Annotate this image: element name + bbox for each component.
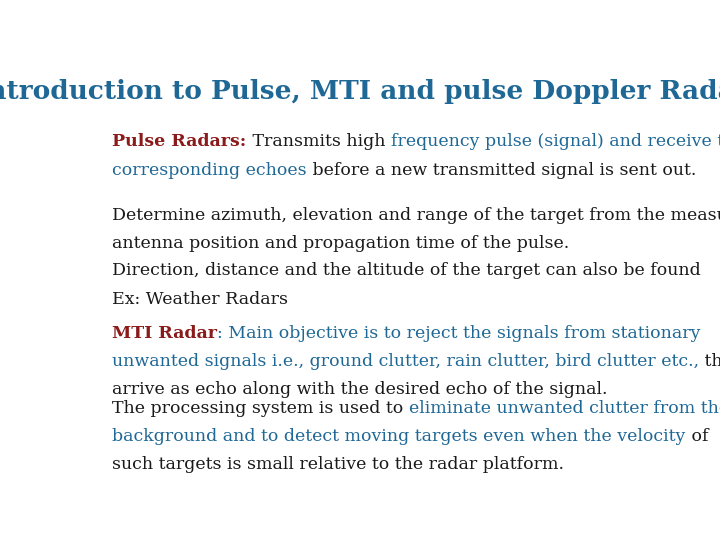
Text: Ex: Weather Radars: Ex: Weather Radars bbox=[112, 291, 288, 308]
Text: Direction, distance and the altitude of the target can also be found: Direction, distance and the altitude of … bbox=[112, 262, 701, 279]
Text: unwanted signals i.e., ground clutter, rain clutter, bird clutter etc.,: unwanted signals i.e., ground clutter, r… bbox=[112, 353, 699, 370]
Text: of: of bbox=[685, 428, 708, 445]
Text: The processing system is used to: The processing system is used to bbox=[112, 400, 409, 416]
Text: that: that bbox=[699, 353, 720, 370]
Text: arrive as echo along with the desired echo of the signal.: arrive as echo along with the desired ec… bbox=[112, 381, 608, 398]
Text: background and to detect moving targets even when the velocity: background and to detect moving targets … bbox=[112, 428, 685, 445]
Text: MTI Radar: MTI Radar bbox=[112, 325, 217, 342]
Text: Transmits high: Transmits high bbox=[246, 133, 390, 151]
Text: Introduction to Pulse, MTI and pulse Doppler Radars: Introduction to Pulse, MTI and pulse Dop… bbox=[0, 79, 720, 104]
Text: : Main objective is to reject the signals from stationary: : Main objective is to reject the signal… bbox=[217, 325, 701, 342]
Text: eliminate unwanted clutter from the: eliminate unwanted clutter from the bbox=[409, 400, 720, 416]
Text: before a new transmitted signal is sent out.: before a new transmitted signal is sent … bbox=[307, 161, 696, 179]
Text: such targets is small relative to the radar platform.: such targets is small relative to the ra… bbox=[112, 456, 564, 473]
Text: corresponding echoes: corresponding echoes bbox=[112, 161, 307, 179]
Text: frequency pulse (signal) and receive the: frequency pulse (signal) and receive the bbox=[390, 133, 720, 151]
Text: Determine azimuth, elevation and range of the target from the measured: Determine azimuth, elevation and range o… bbox=[112, 207, 720, 224]
Text: antenna position and propagation time of the pulse.: antenna position and propagation time of… bbox=[112, 235, 570, 252]
Text: Pulse Radars:: Pulse Radars: bbox=[112, 133, 246, 151]
